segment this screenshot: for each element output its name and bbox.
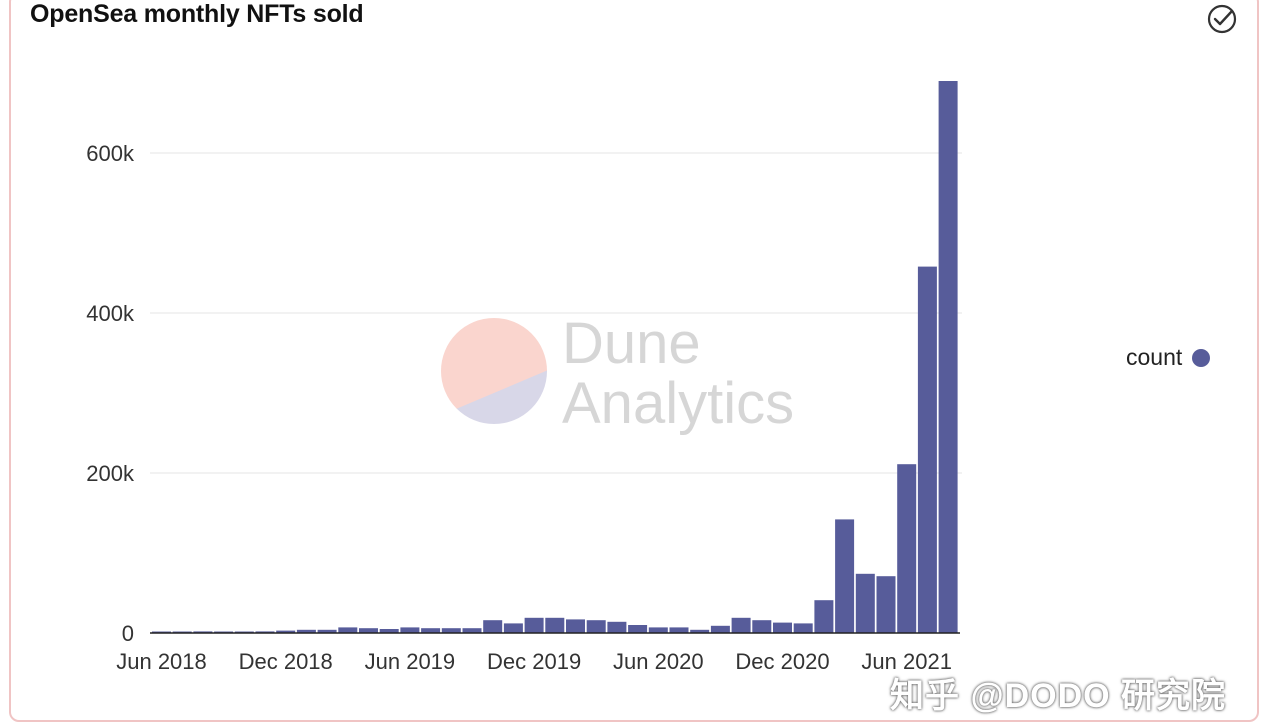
bar[interactable]: [897, 464, 917, 633]
bar[interactable]: [400, 627, 420, 633]
legend-label-count: count: [1126, 344, 1183, 370]
y-tick-label: 600k: [86, 141, 135, 166]
chart-title: OpenSea monthly NFTs sold: [30, 0, 364, 28]
bar[interactable]: [855, 573, 875, 633]
x-axis-ticks: Jun 2018 Dec 2018 Jun 2019 Dec 2019 Jun 2020…: [116, 649, 952, 674]
bar[interactable]: [752, 620, 772, 633]
y-tick-label: 200k: [86, 461, 135, 486]
bar[interactable]: [835, 519, 855, 633]
y-axis-ticks: 0 200k 400k 600k: [86, 141, 135, 646]
bar[interactable]: [462, 628, 482, 633]
bar[interactable]: [296, 629, 316, 633]
bar[interactable]: [545, 617, 565, 633]
bar[interactable]: [503, 623, 523, 633]
bar[interactable]: [648, 627, 668, 633]
y-tick-label: 0: [122, 621, 134, 646]
bar[interactable]: [710, 625, 730, 633]
bar[interactable]: [938, 81, 958, 633]
bar[interactable]: [607, 621, 627, 633]
bar[interactable]: [483, 620, 503, 633]
legend[interactable]: count: [1126, 344, 1211, 371]
bar[interactable]: [317, 629, 337, 633]
bar[interactable]: [814, 600, 834, 633]
watermark-line1: Dune: [562, 311, 701, 376]
bar[interactable]: [773, 622, 792, 633]
chart-card: [9, 0, 1259, 722]
bar[interactable]: [731, 617, 751, 633]
x-tick-label: Jun 2019: [365, 649, 456, 674]
bar[interactable]: [421, 628, 441, 633]
bar[interactable]: [669, 627, 689, 633]
y-tick-label: 400k: [86, 301, 135, 326]
x-tick-label: Dec 2019: [487, 649, 581, 674]
source-credit: 知乎 @DODO 研究院: [890, 677, 1227, 715]
x-tick-label: Jun 2021: [861, 649, 952, 674]
dune-logo-icon: [441, 318, 547, 424]
x-tick-label: Dec 2018: [239, 649, 333, 674]
grid-lines: [150, 152, 962, 474]
bars: [152, 81, 958, 633]
x-tick-label: Dec 2020: [735, 649, 829, 674]
bar[interactable]: [566, 619, 585, 633]
bar[interactable]: [690, 629, 710, 633]
check-circle-icon[interactable]: [1205, 2, 1239, 36]
bar[interactable]: [917, 266, 937, 633]
x-tick-label: Jun 2020: [613, 649, 704, 674]
watermark-line2: Analytics: [562, 371, 794, 436]
bar[interactable]: [586, 620, 606, 633]
bar[interactable]: [359, 628, 378, 633]
bar[interactable]: [628, 625, 648, 633]
bar[interactable]: [793, 623, 813, 633]
bar[interactable]: [379, 629, 399, 633]
bar[interactable]: [255, 631, 275, 633]
bar[interactable]: [276, 630, 296, 633]
x-tick-label: Jun 2018: [116, 649, 207, 674]
dune-analytics-watermark: Dune Analytics: [441, 311, 794, 436]
legend-swatch: [1192, 348, 1211, 367]
bar[interactable]: [524, 617, 544, 633]
bar[interactable]: [876, 576, 896, 633]
bar[interactable]: [338, 627, 358, 633]
bar[interactable]: [441, 628, 461, 633]
bar[interactable]: [193, 631, 213, 633]
